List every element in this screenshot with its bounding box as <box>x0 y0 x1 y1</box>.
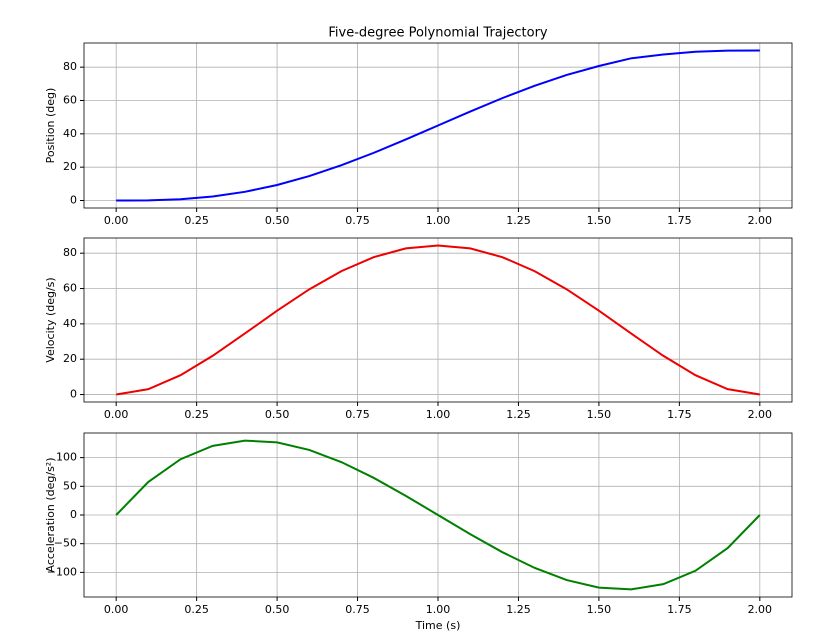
x-tick-label: 1.00 <box>426 603 451 616</box>
x-tick-label: 1.50 <box>587 214 612 227</box>
x-tick-label: 0.25 <box>184 603 209 616</box>
y-axis-label: Position (deg) <box>44 88 57 164</box>
chart-title: Five-degree Polynomial Trajectory <box>328 26 548 41</box>
x-tick-label: 0.00 <box>104 214 129 227</box>
y-tick-label: −50 <box>54 537 77 550</box>
x-tick-label: 1.75 <box>667 408 692 421</box>
x-tick-label: 1.25 <box>506 408 531 421</box>
x-tick-label: 1.25 <box>506 214 531 227</box>
x-tick-label: 2.00 <box>748 603 773 616</box>
y-axis-label: Acceleration (deg/s²) <box>44 457 57 572</box>
data-line <box>116 244 760 396</box>
x-tick-label: 0.50 <box>265 408 290 421</box>
y-tick-label: 40 <box>63 317 77 330</box>
x-tick-label: 1.75 <box>667 214 692 227</box>
x-tick-label: 1.00 <box>426 214 451 227</box>
y-tick-label: 0 <box>70 388 77 401</box>
data-line <box>115 439 761 591</box>
y-tick-label: 50 <box>63 479 77 492</box>
x-tick-label: 1.50 <box>587 408 612 421</box>
x-tick-label: 0.00 <box>104 408 129 421</box>
x-tick-label: 0.50 <box>265 214 290 227</box>
y-tick-label: 0 <box>70 194 77 207</box>
y-axis-label: Velocity (deg/s) <box>44 277 57 362</box>
x-tick-label: 0.75 <box>345 214 370 227</box>
y-tick-label: 40 <box>63 127 77 140</box>
axes-frame <box>83 42 793 209</box>
x-tick-label: 0.25 <box>184 214 209 227</box>
y-tick-label: 60 <box>63 282 77 295</box>
x-tick-label: 0.25 <box>184 408 209 421</box>
x-tick-label: 2.00 <box>748 214 773 227</box>
y-tick-label: 0 <box>70 508 77 521</box>
x-tick-label: 1.75 <box>667 603 692 616</box>
y-tick-label: 20 <box>63 352 77 365</box>
x-tick-label: 1.00 <box>426 408 451 421</box>
x-tick-label: 0.00 <box>104 603 129 616</box>
y-tick-label: 80 <box>63 60 77 73</box>
x-tick-label: 0.75 <box>345 408 370 421</box>
y-tick-label: 80 <box>63 246 77 259</box>
x-tick-label: 0.50 <box>265 603 290 616</box>
x-tick-label: 1.25 <box>506 603 531 616</box>
axes-frame <box>83 432 793 598</box>
x-tick-label: 2.00 <box>748 408 773 421</box>
x-tick-label: 0.75 <box>345 603 370 616</box>
y-tick-label: −100 <box>47 565 77 578</box>
y-tick-label: 100 <box>56 451 77 464</box>
y-tick-label: 60 <box>63 94 77 107</box>
data-line <box>116 49 760 202</box>
axes-frame <box>83 237 793 403</box>
x-tick-label: 1.50 <box>587 603 612 616</box>
y-tick-label: 20 <box>63 160 77 173</box>
x-axis-label: Time (s) <box>415 619 461 632</box>
